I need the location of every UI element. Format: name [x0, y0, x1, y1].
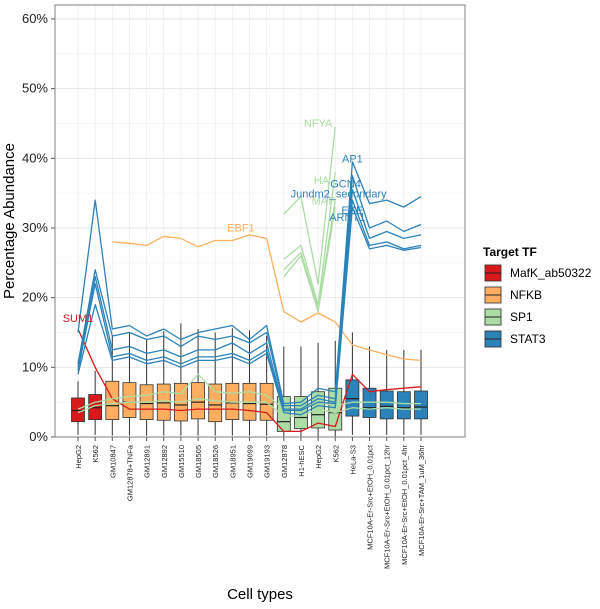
series-line-arnt1: [77, 199, 422, 412]
box-body: [122, 382, 137, 418]
box-19: [379, 349, 394, 435]
annotation-label: ARNT1: [329, 212, 365, 224]
y-tick-label: 60%: [22, 11, 48, 26]
x-tick-label: GM18951: [228, 445, 237, 478]
boxes: [71, 323, 428, 437]
x-tick-label: HepG2: [314, 445, 323, 469]
x-axis-ticks: HepG2 K562 GM10847 GM12878+TNFa GM12891 GM128…: [74, 437, 426, 569]
series-line-ese: [77, 188, 422, 410]
legend-title: Target TF: [483, 245, 537, 259]
annotation-label: MAF: [312, 195, 336, 207]
legend-label: STAT3: [510, 332, 546, 346]
x-tick-label: MCF10A-Er-Src+EtOH_0.01pct_12hr: [383, 445, 392, 570]
y-tick-label: 50%: [22, 81, 48, 96]
box-body: [105, 380, 120, 420]
series-line-ebf1: [112, 234, 422, 362]
x-tick-label: GM19193: [263, 445, 272, 478]
series-lines: [77, 126, 422, 433]
box-18: [362, 346, 377, 435]
legend-item-mafk-ab50322: MafK_ab50322: [482, 262, 592, 284]
x-tick-label: H1-hESC: [297, 444, 306, 476]
y-tick-label: 40%: [22, 150, 48, 165]
x-tick-label: GM18526: [211, 445, 220, 478]
y-axis-title: Percentage Abundance: [1, 143, 18, 299]
box-body: [71, 397, 85, 423]
annotation-label: GCN4: [330, 179, 361, 191]
x-tick-label: MCF10A-Er-Src+EtOH_0.01pct: [366, 444, 375, 550]
x-tick-label: GM10847: [108, 445, 117, 478]
box-body: [362, 387, 377, 418]
annotation-label: Jundm2_secondary: [291, 188, 388, 200]
y-tick-label: 0%: [29, 429, 48, 444]
x-tick-label: HeLa-S3: [348, 445, 357, 475]
legend-item-nfkb: NFKB: [482, 284, 542, 306]
x-tick-label: GM12891: [143, 445, 152, 478]
x-tick-label: GM12878: [280, 445, 289, 478]
box-2: [88, 370, 103, 435]
y-tick-label: 30%: [22, 220, 48, 235]
x-tick-label: MCF10A-Er-Src+EtOH_0.01pct_4hr: [400, 445, 409, 565]
y-axis-ticks: 0% 10% 20% 30% 40% 50% 60%: [22, 11, 55, 444]
box-body: [396, 391, 411, 420]
box-body: [294, 396, 308, 430]
box-body: [156, 383, 171, 421]
box-1: [71, 381, 85, 435]
x-tick-label: GM18505: [194, 445, 203, 478]
box-body: [88, 394, 103, 420]
legend-item-sp1: SP1: [482, 306, 533, 328]
x-tick-label: HepG2: [74, 445, 83, 469]
legend-label: MafK_ab50322: [510, 266, 592, 280]
annotation-label: AP1: [342, 153, 363, 165]
annotation-label: EBF1: [227, 222, 255, 234]
series-line-ha: [283, 172, 336, 306]
x-tick-label: GM19099: [246, 445, 255, 478]
series-line-jundm2-secondary: [283, 199, 336, 309]
box-17: [345, 332, 360, 435]
y-tick-label: 10%: [22, 359, 48, 374]
x-tick-label: GM15510: [177, 445, 186, 478]
box-body: [208, 383, 223, 423]
legend-label: SP1: [510, 310, 533, 324]
box-body: [379, 390, 394, 420]
legend-label: NFKB: [510, 288, 542, 302]
x-tick-label: GM12892: [160, 445, 169, 478]
plot-border: [54, 4, 466, 438]
annotation-label: SUM1: [63, 313, 94, 325]
series-line-maf: [283, 206, 336, 313]
box-9: [208, 332, 223, 436]
annotation-label: NFYA: [304, 118, 333, 130]
box-14: [294, 346, 308, 437]
series-line-gcn4: [77, 175, 422, 407]
annotation-label: ESE: [341, 205, 363, 217]
box-body: [414, 390, 428, 420]
series-line-sum1: [77, 328, 422, 433]
plot-panel: [55, 5, 465, 437]
legend-item-stat3: STAT3: [482, 328, 546, 350]
series-line-sp1-low-a: [77, 373, 421, 410]
series-line-ap1: [77, 161, 422, 405]
box-21: [414, 349, 428, 435]
box-20: [396, 349, 411, 435]
x-tick-label: K562: [331, 445, 340, 463]
box-body: [345, 379, 360, 417]
y-tick-label: 20%: [22, 290, 48, 305]
series-line-nfya: [283, 126, 336, 285]
x-tick-label: GM12878+TNFa: [125, 444, 134, 501]
series-line-stat-low: [77, 206, 422, 416]
x-tick-label: K562: [91, 445, 100, 463]
x-axis-title: Cell types: [227, 586, 293, 603]
x-tick-label: MCF10A-Er-Src+TAM_1uM_36hr: [417, 445, 426, 556]
box-body: [191, 382, 205, 420]
legend: Target TF MafK_ab50322 NFKB SP1 STAT3: [482, 245, 592, 350]
series-line-sp1-low-b: [77, 398, 421, 417]
annotations: SUM1 EBF1 NFYA HA MAF AP1 GCN4Jundm2_secondary…: [63, 118, 387, 325]
annotation-label: HA: [314, 175, 330, 187]
